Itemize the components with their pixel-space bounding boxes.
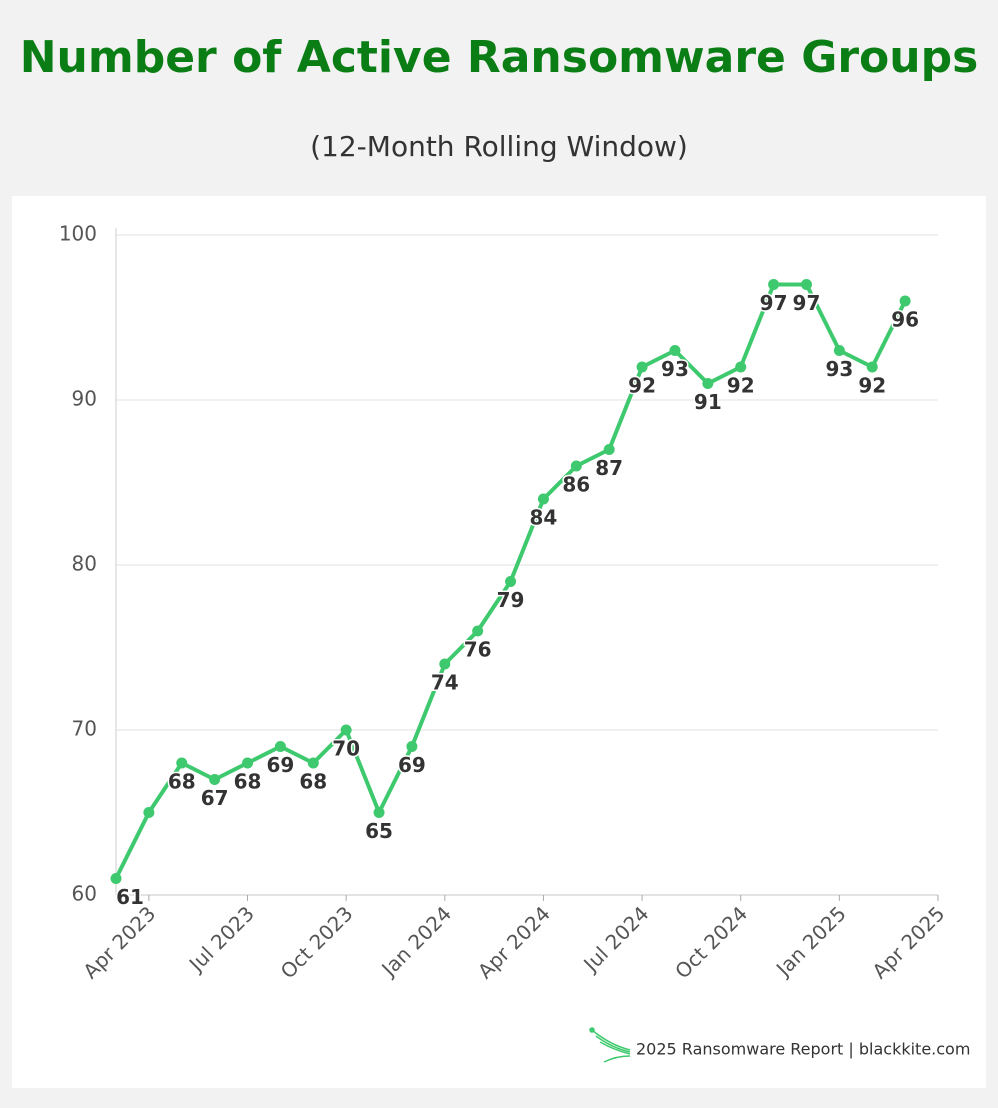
point [110,873,122,884]
data-label: 96 [891,308,919,332]
point [833,345,845,356]
y-tick-label: 100 [59,222,97,246]
data-label: 91 [694,390,722,414]
point [406,741,418,752]
logo [589,1027,631,1063]
y-tick-label: 70 [72,717,97,741]
point [307,757,319,769]
point [274,741,286,752]
chart-subtitle: (12-Month Rolling Window) [310,130,688,163]
data-label: 69 [398,753,426,777]
point [899,295,911,307]
data-label: 87 [595,456,623,480]
point [866,361,878,373]
data-label: 68 [299,770,327,794]
point [603,444,615,455]
data-label: 93 [825,357,853,381]
point [373,807,385,818]
data-label: 74 [431,671,459,695]
y-tick-label: 60 [72,882,97,906]
point [636,361,648,373]
data-label: 92 [858,374,886,398]
data-label: 61 [116,885,144,909]
y-tick-label: 90 [72,387,97,411]
point [143,807,155,818]
footer: 2025 Ransomware Report | blackkite.com [636,1040,970,1059]
data-label: 97 [793,291,821,315]
point [209,774,221,785]
y-tick-label: 80 [72,552,97,576]
panel [12,196,986,1088]
data-label: 69 [266,753,294,777]
data-label: 67 [201,786,229,810]
point [176,757,188,769]
point [537,493,549,505]
data-label: 68 [234,770,262,794]
data-label: 93 [661,357,689,381]
point [439,658,451,670]
data-label: 97 [760,291,788,315]
data-label: 68 [168,770,196,794]
point [800,279,812,290]
point [242,757,254,769]
point [702,378,714,389]
data-label: 70 [332,737,360,761]
data-label: 65 [365,819,393,843]
point [570,460,582,472]
data-label: 76 [464,638,492,662]
data-label: 84 [530,506,558,530]
data-label: 79 [497,588,525,612]
data-label: 92 [727,374,755,398]
point [768,279,780,290]
point [472,625,484,637]
data-label: 86 [562,473,590,497]
point [669,345,681,356]
point [340,724,352,736]
point [505,576,517,587]
chart-title: Number of Active Ransomware Groups [20,32,979,83]
data-label: 92 [628,374,656,398]
point [735,361,747,373]
